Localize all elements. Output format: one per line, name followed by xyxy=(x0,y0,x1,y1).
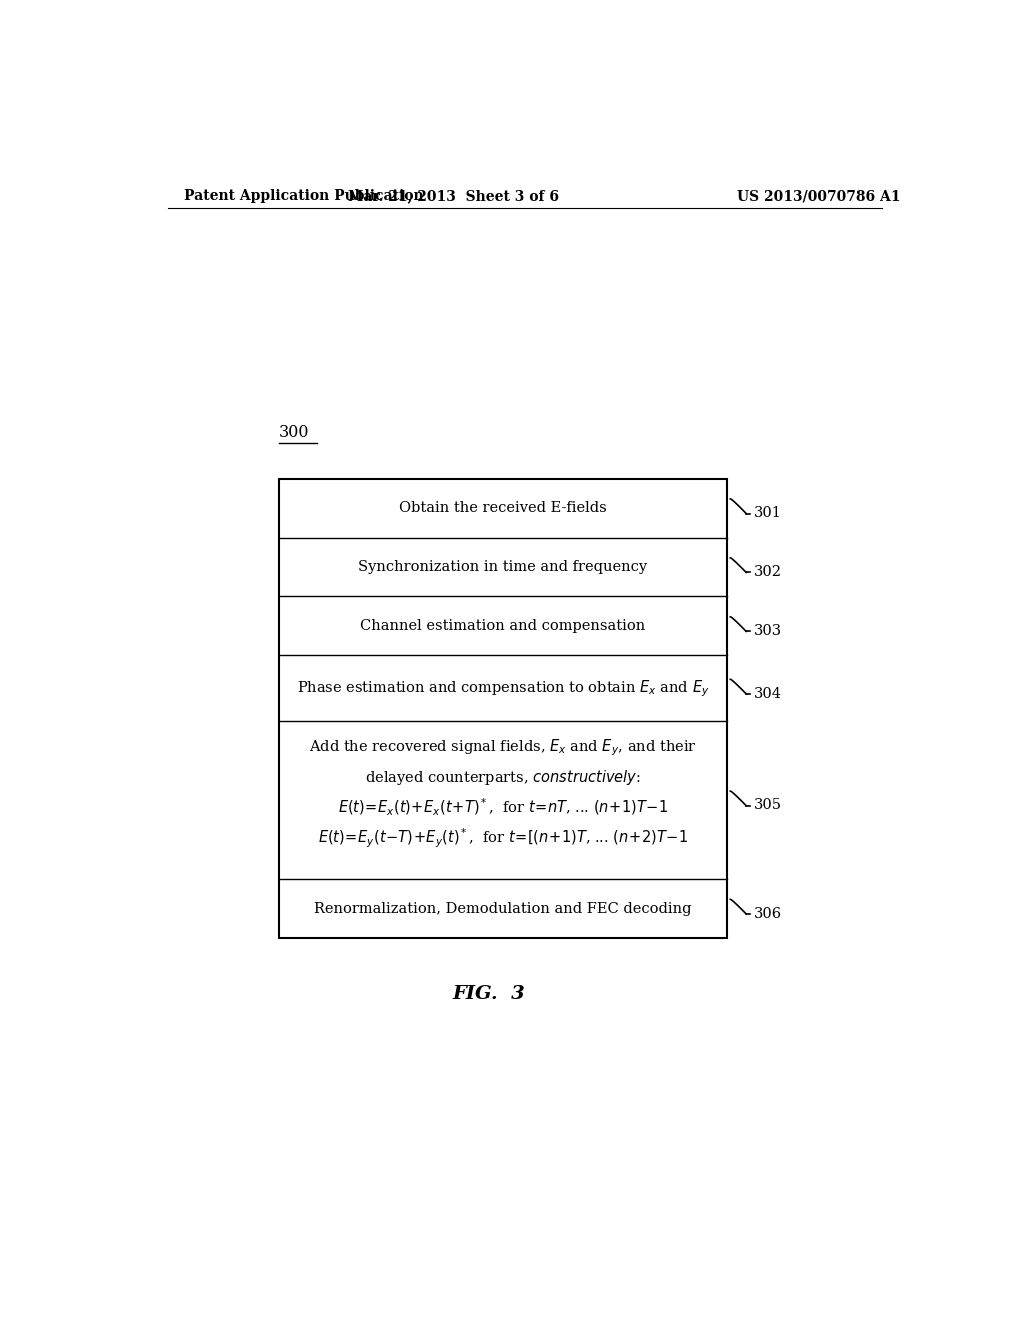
Text: 304: 304 xyxy=(754,686,782,701)
Text: 303: 303 xyxy=(754,624,782,638)
Text: Obtain the received E-fields: Obtain the received E-fields xyxy=(399,502,607,515)
Text: $E(t)\!=\!E_y(t\!-\!T)\!+\!E_y(t)^*$,  for $t\!=\![(n\!+\!1)T$, ... $(n\!+\!2)T\: $E(t)\!=\!E_y(t\!-\!T)\!+\!E_y(t)^*$, fo… xyxy=(317,826,688,850)
Text: Renormalization, Demodulation and FEC decoding: Renormalization, Demodulation and FEC de… xyxy=(314,902,692,916)
Text: delayed counterparts, $\it{constructively}$:: delayed counterparts, $\it{constructivel… xyxy=(365,768,641,787)
Text: Mar. 21, 2013  Sheet 3 of 6: Mar. 21, 2013 Sheet 3 of 6 xyxy=(348,189,559,203)
Text: 302: 302 xyxy=(754,565,782,579)
Text: Add the recovered signal fields, $E_x$ and $E_y$, and their: Add the recovered signal fields, $E_x$ a… xyxy=(309,737,697,758)
Bar xyxy=(279,479,727,939)
Text: Channel estimation and compensation: Channel estimation and compensation xyxy=(360,619,645,634)
Text: Synchronization in time and frequency: Synchronization in time and frequency xyxy=(358,560,647,574)
Text: $E(t)\!=\!E_x(t)\!+\!E_x(t\!+\!T)^*$,  for $t\!=\!nT$, ... $(n\!+\!1)T\!-\!1$: $E(t)\!=\!E_x(t)\!+\!E_x(t\!+\!T)^*$, fo… xyxy=(338,797,669,818)
Text: 300: 300 xyxy=(279,424,309,441)
Text: Phase estimation and compensation to obtain $E_x$ and $E_y$: Phase estimation and compensation to obt… xyxy=(297,678,710,698)
Text: 305: 305 xyxy=(754,799,782,812)
Text: 306: 306 xyxy=(754,907,782,920)
Text: Patent Application Publication: Patent Application Publication xyxy=(183,189,423,203)
Text: US 2013/0070786 A1: US 2013/0070786 A1 xyxy=(736,189,900,203)
Text: FIG.  3: FIG. 3 xyxy=(453,985,525,1003)
Text: 301: 301 xyxy=(754,506,782,520)
